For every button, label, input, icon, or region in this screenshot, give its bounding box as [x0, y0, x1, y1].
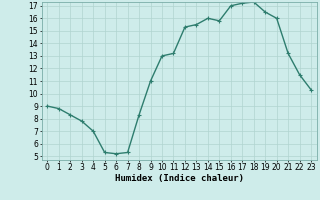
X-axis label: Humidex (Indice chaleur): Humidex (Indice chaleur)	[115, 174, 244, 183]
